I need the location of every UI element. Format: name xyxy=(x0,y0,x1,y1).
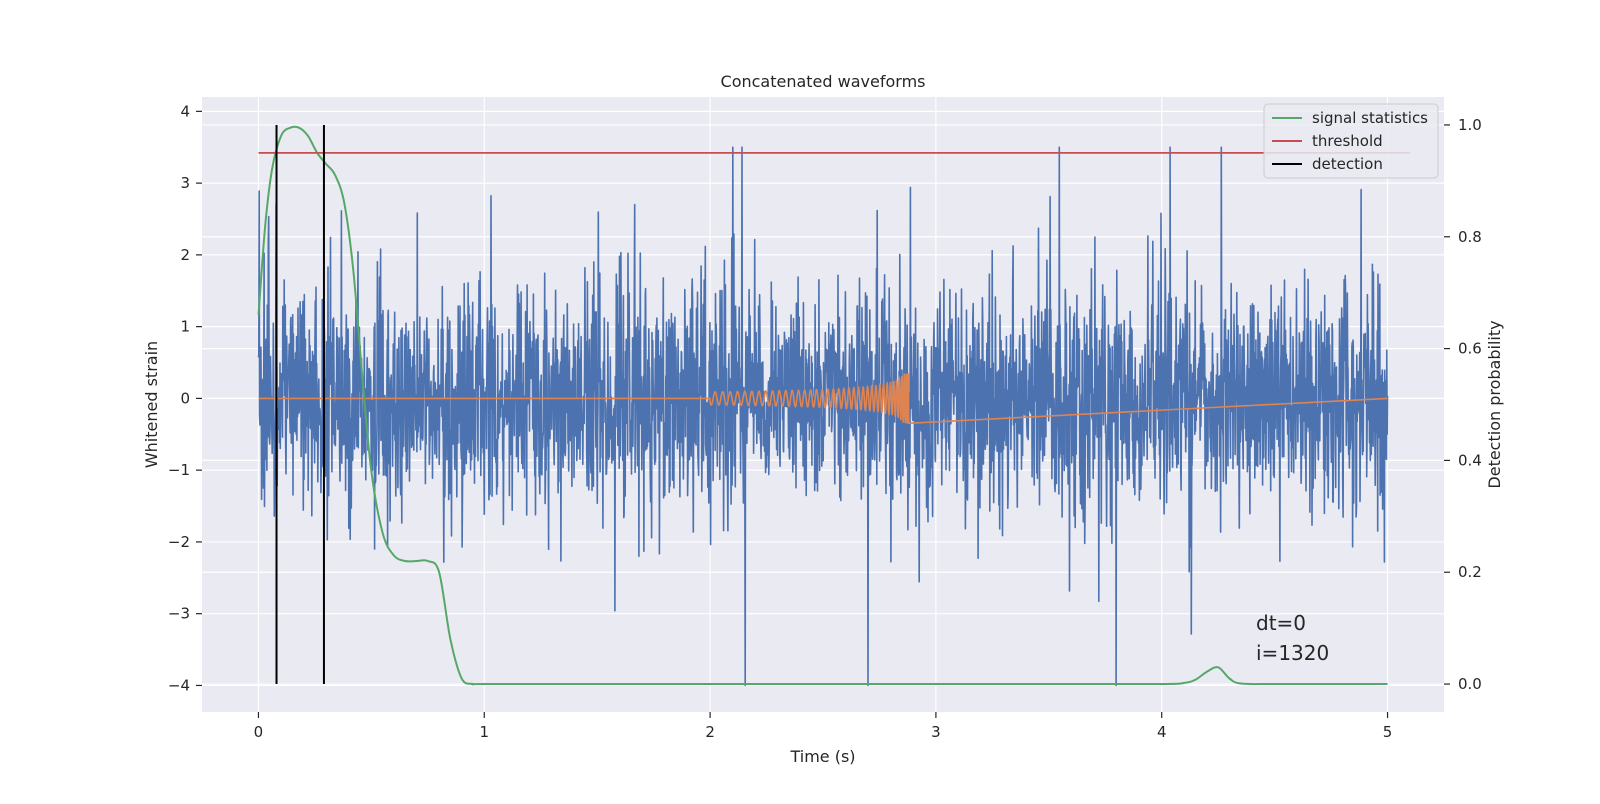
y-left-axis-title: Whitened strain xyxy=(142,341,161,468)
y-right-tick-label: 0.0 xyxy=(1458,675,1482,693)
waveform-template-line xyxy=(258,373,1388,425)
legend-box xyxy=(1263,103,1439,179)
legend: signal statistics threshold detection xyxy=(1263,103,1439,179)
legend-label: signal statistics xyxy=(1312,109,1428,127)
y-left-tick-label: 4 xyxy=(180,102,190,120)
y-right-tick-label: 0.6 xyxy=(1458,340,1482,358)
y-left-tick-label: −2 xyxy=(168,533,190,551)
chart-title: Concatenated waveforms xyxy=(721,72,926,91)
x-tick-label: 4 xyxy=(1157,723,1167,741)
y-right-tick-label: 0.4 xyxy=(1458,451,1482,469)
whitened-strain-line xyxy=(257,146,1389,687)
legend-label: threshold xyxy=(1312,132,1383,150)
y-left-tick-label: 2 xyxy=(180,246,190,264)
signal-statistics-line xyxy=(257,125,1388,686)
y-right-tick-label: 0.8 xyxy=(1458,228,1482,246)
y-left-tick-label: −4 xyxy=(168,676,190,694)
y-left-tick-label: 1 xyxy=(180,318,190,336)
x-tick-label: 1 xyxy=(479,723,489,741)
x-tick-label: 0 xyxy=(254,723,264,741)
y-right-tick-label: 0.2 xyxy=(1458,563,1482,581)
y-left-tick-label: −1 xyxy=(168,461,190,479)
x-axis-title: Time (s) xyxy=(789,747,855,766)
annotation-index: i=1320 xyxy=(1256,641,1329,665)
y-left-tick-label: 0 xyxy=(180,389,190,407)
y-right-tick-label: 1.0 xyxy=(1458,116,1482,134)
y-left-tick-label: 3 xyxy=(180,174,190,192)
plot-series xyxy=(257,146,1389,687)
y-left-tick-label: −3 xyxy=(168,605,190,623)
annotation-dt: dt=0 xyxy=(1256,611,1306,635)
y-right-axis-title: Detection probability xyxy=(1485,320,1504,488)
legend-label: detection xyxy=(1312,155,1383,173)
x-tick-label: 5 xyxy=(1383,723,1393,741)
x-tick-label: 3 xyxy=(931,723,941,741)
x-tick-label: 2 xyxy=(705,723,715,741)
